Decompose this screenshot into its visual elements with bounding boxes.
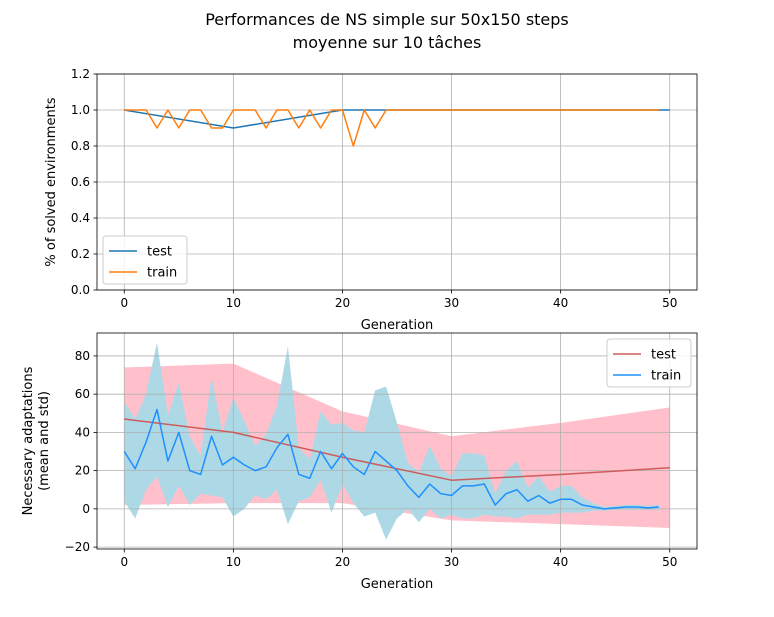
y-tick-label: 0	[82, 502, 90, 516]
y-tick-label: 0.2	[71, 247, 90, 261]
y-tick-label: 1.2	[71, 67, 90, 81]
figure-title-line-2: moyenne sur 10 tâches	[292, 33, 482, 52]
x-axis-label: Generation	[361, 318, 434, 333]
bottom-chart-necessary-adaptations: 0 10 20 30 40 50 −20 0 20 40 60 80 Generation Necessa…	[21, 332, 698, 592]
series-line-train	[124, 109, 659, 147]
y-tick-label: 0.8	[71, 139, 90, 153]
y-tick-label: 0.6	[71, 175, 90, 189]
y-tick-label: 80	[75, 349, 90, 363]
x-tick-label: 40	[553, 296, 568, 310]
y-tick-label: 1.0	[71, 103, 90, 117]
y-tick-label: −20	[65, 540, 90, 554]
x-tick-label: 0	[120, 296, 128, 310]
y-axis-label-line-2: (mean and std)	[37, 391, 52, 491]
x-tick-label: 40	[553, 555, 568, 569]
x-tick-label: 50	[662, 555, 677, 569]
legend-label-train: train	[147, 266, 177, 281]
x-tick-label: 20	[335, 555, 350, 569]
y-tick-label: 60	[75, 387, 90, 401]
x-tick-label: 30	[444, 555, 459, 569]
legend-label-test: test	[147, 245, 172, 260]
figure-title-line-1: Performances de NS simple sur 50x150 ste…	[205, 10, 569, 29]
y-tick-label: 0.0	[71, 283, 90, 297]
y-tick-label: 20	[75, 464, 90, 478]
y-tick-label: 0.4	[71, 211, 90, 225]
x-tick-label: 10	[226, 296, 241, 310]
legend: test train	[102, 235, 188, 285]
x-axis-label: Generation	[361, 577, 434, 592]
y-axis-label-line-1: Necessary adaptations	[21, 366, 36, 515]
series-line-test	[124, 418, 670, 481]
x-tick-label: 50	[662, 296, 677, 310]
legend-label-train: train	[651, 369, 681, 384]
series-line-train	[123, 408, 659, 510]
std-band-train	[124, 342, 659, 540]
x-tick-label: 20	[335, 296, 350, 310]
x-tick-label: 30	[444, 296, 459, 310]
y-tick-label: 40	[75, 425, 90, 439]
top-chart-solved-environments: 0 10 20 30 40 50 0.0 0.2 0.4 0.6 0.8 1.0 1.2 Generati…	[44, 67, 698, 333]
x-tick-label: 0	[120, 555, 128, 569]
x-tick-label: 10	[226, 555, 241, 569]
legend-label-test: test	[651, 348, 676, 363]
axes-frame	[96, 332, 698, 550]
legend: test train	[606, 338, 692, 388]
y-axis-label: % of solved environments	[44, 97, 59, 266]
